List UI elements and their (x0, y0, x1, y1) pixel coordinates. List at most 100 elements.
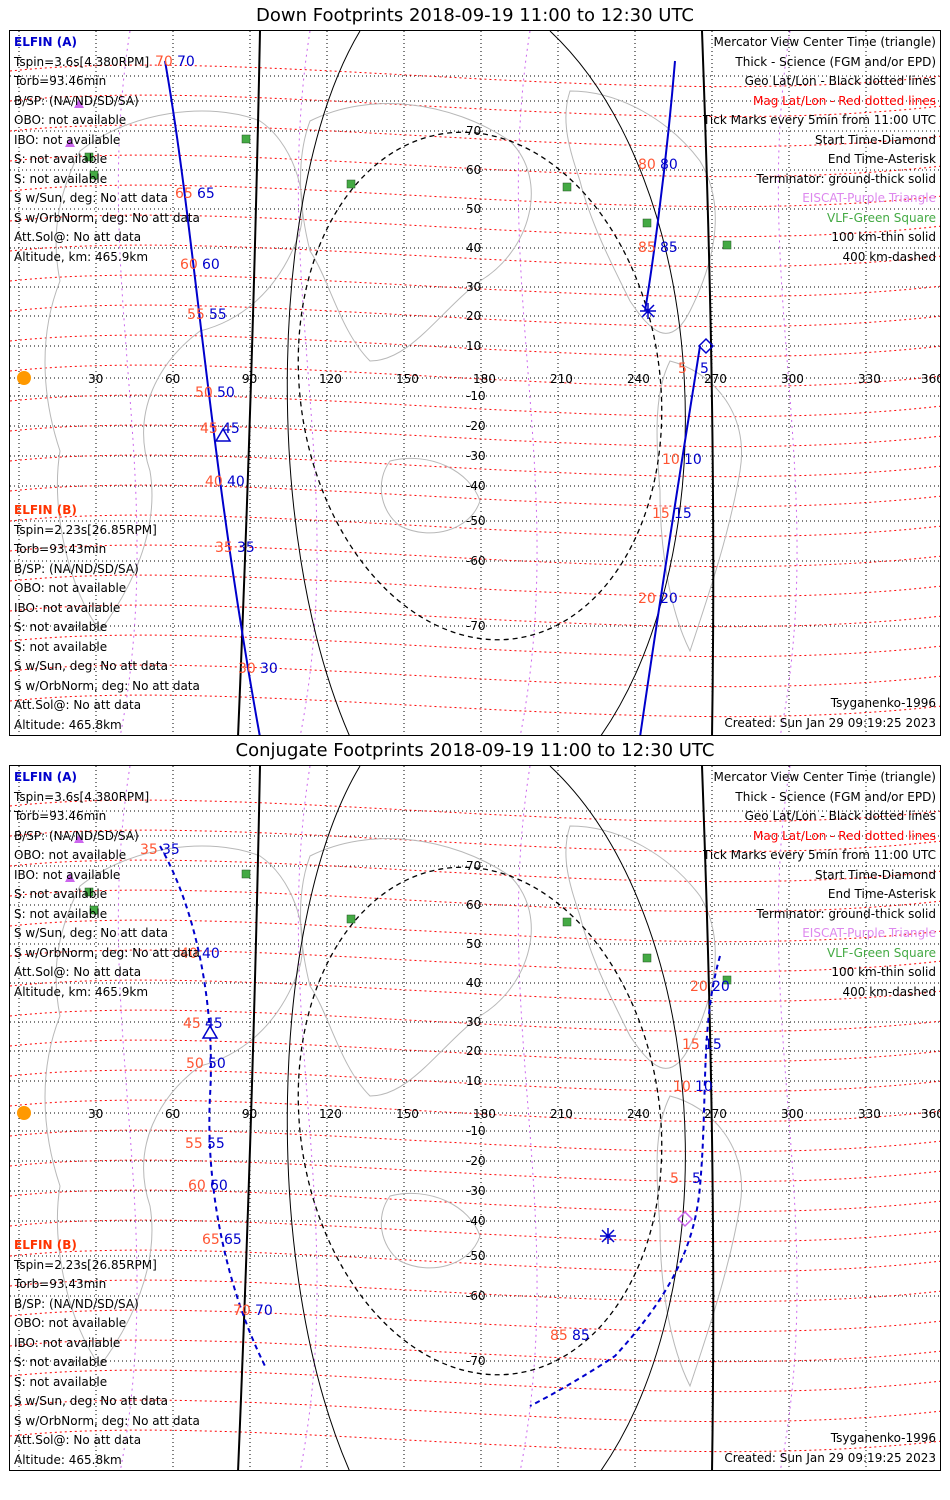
vlf-station-square (642, 953, 652, 963)
lon-tick-label: 180 (473, 372, 496, 386)
elfin-a-minute-label: 45 (222, 421, 240, 437)
elfin-b-info-line: Att.Sol@: No att data (14, 698, 142, 712)
elfin-b-time-label: 20 (638, 591, 656, 607)
elfin-a-info-line: S w/Sun, deg: No att data (14, 191, 168, 205)
vlf-station-square (642, 218, 652, 228)
elfin-a-info-line: Tspin=3.6s[4.380RPM] (14, 54, 150, 69)
legend-item: End Time-Asterisk (827, 152, 936, 166)
lat-tick-label: -40 (466, 1214, 486, 1228)
created-timestamp: Created: Sun Jan 29 09:19:25 2023 (724, 716, 936, 730)
elfin-a-minute-label: 70 (177, 54, 195, 70)
elfin-a-info-line: IBO: not available (14, 132, 121, 147)
lon-tick-label: 330 (858, 372, 881, 386)
elfin-b-info-line: Att.Sol@: No att data (14, 1433, 142, 1447)
lat-tick-label: 30 (466, 280, 481, 294)
coastline-path (380, 457, 481, 534)
lat-tick-label: 20 (466, 1044, 481, 1058)
legend-item: 100 km-thin solid (831, 965, 936, 979)
elfin-a-minute-label: 60 (210, 1178, 228, 1194)
elfin-a-info-line: B/SP: (NA/ND/SD/SA) (14, 93, 139, 108)
elfin-a-minute-label: 65 (224, 1232, 242, 1248)
elfin-b-info-panel: ELFIN (B) Tspin=2.23s[26.85RPM] Torb=93.43… (14, 1236, 200, 1470)
elfin-b-time-label: 85 (638, 240, 656, 256)
elfin-b-time-label: 5 (670, 1171, 679, 1187)
lat-tick-label: 10 (466, 1074, 481, 1088)
lon-tick-label: 240 (627, 1107, 650, 1121)
footprint-tracks (159, 845, 721, 1407)
elfin-a-time-label: 60 (180, 257, 198, 273)
mag-lon-line (117, 766, 138, 1470)
mag-lon-line (517, 766, 538, 1470)
elfin-b-time-label: 10 (662, 452, 680, 468)
legend-item: VLF-Green Square (827, 945, 936, 960)
lon-tick-label: 60 (165, 372, 180, 386)
elfin-a-minute-label: 50 (217, 385, 235, 401)
lat-tick-label: 20 (466, 309, 481, 323)
legend-item: Thick - Science (FGM and/or EPD) (735, 789, 936, 804)
elfin-b-minute-label: 85 (572, 1328, 590, 1344)
fov-400km-ellipse (297, 131, 663, 641)
elfin-b-info-line: Tspin=2.23s[26.85RPM] (14, 522, 157, 537)
elfin-a-time-label: 50 (195, 385, 213, 401)
ground-stations (65, 834, 732, 985)
elfin-b-time-label: 20 (690, 979, 708, 995)
elfin-a-info-panel: ELFIN (A) Tspin=3.6s[4.380RPM] Torb=93.46m… (14, 768, 200, 1002)
lon-tick-label: 270 (704, 372, 727, 386)
elfin-b-time-label: 15 (682, 1037, 700, 1053)
start-time-diamond (697, 337, 715, 355)
legend-item: Mag Lat/Lon - Red dotted lines (752, 93, 936, 108)
elfin-b-track (529, 955, 721, 1407)
elfin-a-info-line: S w/Sun, deg: No att data (14, 926, 168, 940)
elfin-b-info-line: IBO: not available (14, 600, 121, 615)
end-time-asterisk (640, 303, 656, 319)
elfin-b-minute-label: 10 (695, 1079, 713, 1095)
elfin-a-time-label: 45 (200, 421, 218, 437)
elfin-a-info-line: Torb=93.46min (14, 809, 107, 823)
legend-item: Tick Marks every 5min from 11:00 UTC (702, 113, 936, 127)
eiscat-triangle (65, 873, 75, 882)
elfin-b-minute-label: 5 (692, 1171, 701, 1187)
legend-item: 400 km-dashed (842, 249, 936, 264)
elfin-b-info-line: IBO: not available (14, 1335, 121, 1350)
lon-tick-label: 150 (396, 1107, 419, 1121)
vlf-station-square (722, 975, 732, 985)
lat-tick-label: -40 (466, 479, 486, 493)
lat-tick-label: -70 (466, 1354, 486, 1368)
legend-item: Thick - Science (FGM and/or EPD) (735, 54, 936, 69)
elfin-a-info-line: Att.Sol@: No att data (14, 230, 142, 244)
lat-tick-label: 30 (466, 1015, 481, 1029)
sun-icon (17, 371, 31, 385)
elfin-b-info-line: S w/Sun, deg: No att data (14, 1394, 168, 1408)
lat-tick-label: 40 (466, 976, 481, 990)
elfin-b-info-line: Altitude: 465.8km (14, 1452, 122, 1467)
elfin-a-info-line: Tspin=3.6s[4.380RPM] (14, 789, 150, 804)
elfin-a-time-label: 65 (175, 186, 193, 202)
elfin-a-info-line: S: not available (14, 906, 108, 921)
legend-item: Terminator: ground-thick solid (756, 171, 936, 186)
terminator-west-line (237, 31, 261, 735)
vlf-station-square (346, 179, 356, 189)
lat-tick-label: -20 (466, 1154, 486, 1168)
elfin-a-minute-label: 60 (202, 257, 220, 273)
lon-tick-label: 30 (88, 372, 103, 386)
elfin-a-info-line: Altitude, km: 465.9km (14, 984, 149, 999)
mag-grid (10, 31, 940, 735)
legend-item: Mercator View Center Time (triangle) (713, 770, 936, 784)
elfin-a-time-label: 30 (238, 661, 256, 677)
elfin-a-info-line: S w/OrbNorm, deg: No att data (14, 945, 200, 960)
coastlines (44, 825, 742, 1388)
legend-item: Geo Lat/Lon - Black dotted lines (744, 809, 936, 823)
end-time-asterisk (600, 1228, 616, 1244)
elfin-a-minute-label: 30 (260, 661, 278, 677)
panel-title-conjugate: Conjugate Footprints 2018-09-19 11:00 to… (235, 740, 715, 761)
lon-tick-label: 120 (319, 372, 342, 386)
map-panel-down: 30 60 90 120 150 180 210 240 270 300 330 360 70 60 50 4… (9, 30, 941, 736)
start-time-diamond (676, 1210, 694, 1228)
lat-tick-label: 70 (466, 859, 481, 873)
elfin-b-info-line: Altitude: 465.8km (14, 717, 122, 732)
mag-lon-line (777, 766, 798, 1470)
elfin-b-info-line: OBO: not available (14, 581, 127, 595)
mag-lon-line (297, 31, 318, 735)
elfin-a-minute-label: 40 (227, 474, 245, 490)
lon-tick-label: 300 (781, 1107, 804, 1121)
